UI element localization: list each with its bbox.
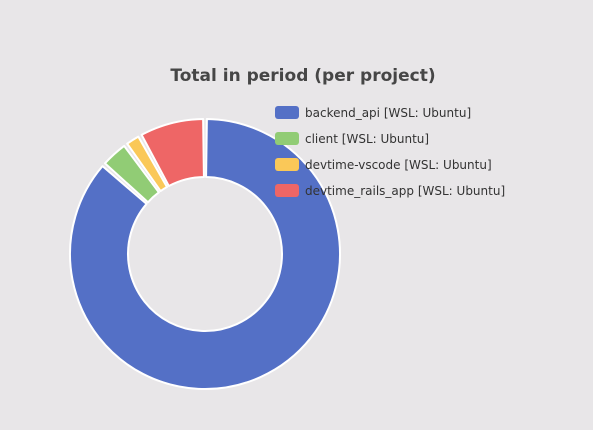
legend-item[interactable]: devtime_rails_app [WSL: Ubuntu]: [275, 184, 505, 198]
legend-item[interactable]: client [WSL: Ubuntu]: [275, 132, 429, 146]
legend-swatch: [275, 158, 299, 171]
legend-label: devtime-vscode [WSL: Ubuntu]: [305, 158, 492, 172]
legend-swatch: [275, 184, 299, 197]
chart-legend: backend_api [WSL: Ubuntu] client [WSL: Ub…: [275, 106, 505, 198]
legend-label: backend_api [WSL: Ubuntu]: [305, 106, 471, 120]
legend-item[interactable]: devtime-vscode [WSL: Ubuntu]: [275, 158, 492, 172]
legend-swatch: [275, 132, 299, 145]
donut-slice-3[interactable]: [126, 135, 168, 193]
chart-title: Total in period (per project): [170, 66, 435, 86]
donut-slice-2[interactable]: [103, 144, 160, 204]
legend-label: devtime_rails_app [WSL: Ubuntu]: [305, 184, 505, 198]
legend-swatch: [275, 106, 299, 119]
legend-item[interactable]: backend_api [WSL: Ubuntu]: [275, 106, 471, 120]
donut-slice-4[interactable]: [140, 118, 205, 188]
legend-label: client [WSL: Ubuntu]: [305, 132, 429, 146]
donut-slice-1[interactable]: [69, 118, 341, 390]
donut-slices: [69, 118, 341, 390]
